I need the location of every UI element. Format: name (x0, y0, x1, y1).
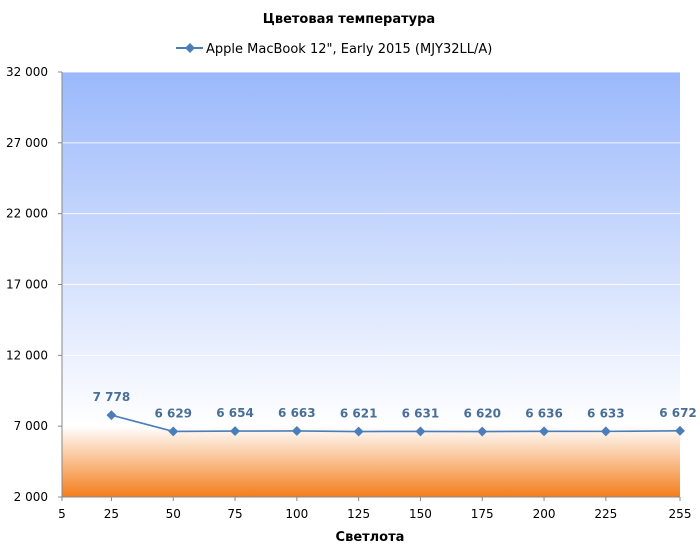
plot-background-lower (62, 426, 680, 497)
data-point-marker (539, 426, 549, 437)
data-label: 6 672 (659, 406, 697, 420)
data-point-marker (415, 426, 426, 437)
data-label: 6 636 (525, 406, 563, 420)
data-point-marker (168, 426, 179, 437)
data-point-marker (230, 426, 240, 437)
x-tick-label: 150 (409, 507, 432, 521)
y-tick-label: 17 000 (6, 278, 48, 292)
x-tick-label: 200 (533, 507, 556, 521)
y-tick-label: 12 000 (6, 348, 48, 362)
y-tick-label: 22 000 (6, 207, 48, 221)
data-label: 6 621 (340, 407, 378, 421)
data-labels: 7 778 6 629 6 654 6 663 6 621 6 631 6 620 6 636… (93, 390, 697, 420)
y-tick-label: 2 000 (14, 490, 48, 504)
data-label: 7 778 (93, 390, 131, 404)
data-label: 6 631 (402, 406, 440, 420)
series-polyline (111, 414, 681, 433)
data-label: 6 629 (154, 406, 192, 420)
legend-series-name: Apple MacBook 12", Early 2015 (MJY32LL/A… (206, 42, 492, 57)
x-tick-label: 100 (285, 507, 308, 521)
x-tick-label: 25 (104, 507, 119, 521)
x-tick-label: 75 (227, 507, 242, 521)
plot-background-upper (62, 72, 680, 427)
data-point-marker (291, 425, 302, 436)
chart-title: Цветовая температура (263, 12, 435, 27)
x-tick-label: 50 (166, 507, 181, 521)
data-point-marker (477, 426, 488, 437)
data-label: 6 633 (587, 406, 625, 420)
series-line (106, 410, 685, 437)
plot-background (62, 72, 680, 497)
data-label: 6 620 (463, 407, 501, 421)
y-tick-label: 7 000 (14, 419, 48, 433)
data-label: 6 654 (216, 406, 254, 420)
x-tick-label: 255 (669, 507, 692, 521)
x-tick-label: 5 (58, 507, 66, 521)
x-tick-label: 225 (594, 507, 617, 521)
x-tick-label: 125 (347, 507, 370, 521)
data-point-marker (600, 426, 611, 437)
y-axis: 2 000 7 000 12 000 17 000 22 000 27 000 32 000 (6, 65, 680, 504)
data-point-marker (675, 425, 685, 436)
x-axis: 5 25 50 75 100 125 150 175 200 225 255 (58, 496, 692, 521)
x-tick-label: 175 (471, 507, 494, 521)
data-label: 6 663 (278, 406, 316, 420)
y-tick-label: 32 000 (6, 65, 48, 79)
legend-marker (185, 43, 195, 53)
legend: Apple MacBook 12", Early 2015 (MJY32LL/A… (176, 42, 492, 57)
x-axis-label: Светлота (336, 530, 405, 545)
data-point-marker (353, 426, 364, 437)
y-tick-label: 27 000 (6, 136, 48, 150)
